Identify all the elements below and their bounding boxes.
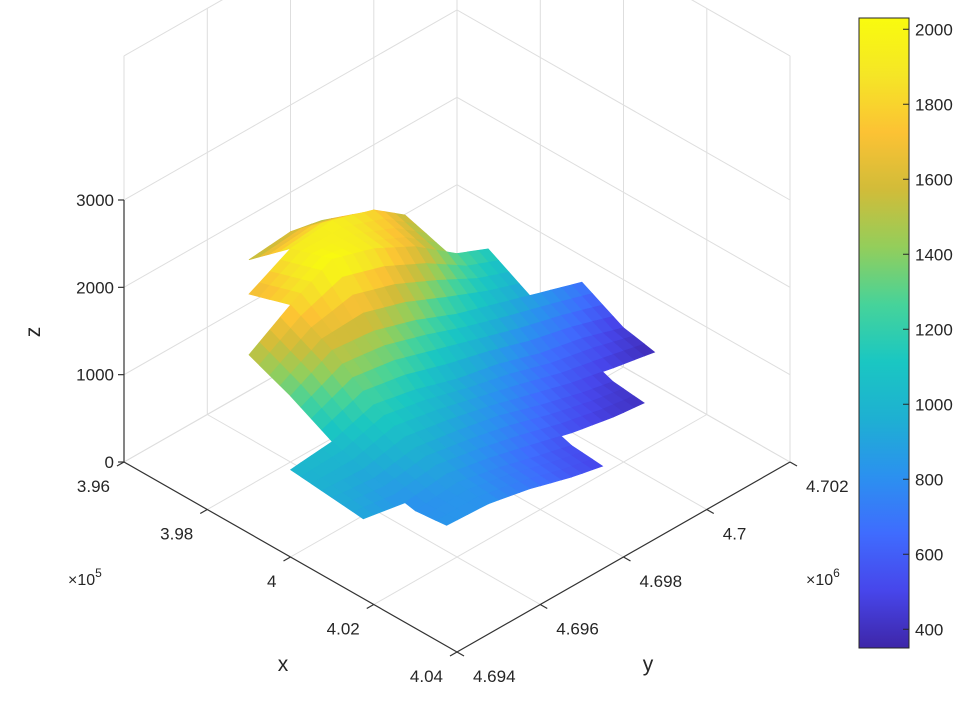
y-tick xyxy=(623,556,631,562)
y-tick xyxy=(789,461,798,467)
grid-line xyxy=(123,96,791,288)
x-tick-label: 3.98 xyxy=(160,525,193,544)
y-axis-label: y xyxy=(643,653,654,676)
y-axis-multiplier: ×106 xyxy=(806,566,840,589)
axes-lines xyxy=(116,199,798,657)
colorbar-tick-label: 2000 xyxy=(915,20,953,39)
colorbar-tick-label: 1600 xyxy=(915,170,953,189)
x-tick-label: 4.04 xyxy=(410,667,443,686)
colorbar-tick-label: 600 xyxy=(915,545,943,564)
colorbar-tick-label: 1200 xyxy=(915,320,953,339)
x-tick-label: 4 xyxy=(267,572,276,591)
grid-line xyxy=(123,184,791,376)
y-tick xyxy=(706,508,715,515)
colorbar-ticks: 400 600 800 1000 1200 1400 1600 1800 2000 xyxy=(903,20,953,639)
x-tick xyxy=(199,508,208,515)
x-tick xyxy=(366,603,375,610)
x-axis-label: x xyxy=(278,653,289,676)
y-tick-label: 4.696 xyxy=(556,620,599,639)
surface-face xyxy=(435,514,458,526)
z-axis-label: z xyxy=(22,327,45,338)
z-tick-label: 2000 xyxy=(76,278,114,297)
colorbar-tick-label: 1000 xyxy=(915,395,953,414)
x-axis-multiplier: ×105 xyxy=(68,566,102,589)
y-tick-label: 4.7 xyxy=(723,525,747,544)
surface-face xyxy=(352,507,375,520)
z-tick-label: 0 xyxy=(105,453,114,472)
y-tick-label: 4.698 xyxy=(640,572,683,591)
colorbar-tick-label: 400 xyxy=(915,620,943,639)
tick-labels: 3.96 3.98 4 4.02 4.04 4.694 4.696 4.698 4.7 4.702… xyxy=(76,191,848,686)
x-tick xyxy=(449,651,458,657)
y-tick-label: 4.702 xyxy=(806,477,849,496)
x-tick-label: 3.96 xyxy=(77,477,110,496)
z-tick-label: 3000 xyxy=(76,191,114,210)
colorbar-tick-label: 1800 xyxy=(915,95,953,114)
colorbar: 400 600 800 1000 1200 1400 1600 1800 2000 xyxy=(858,17,953,649)
x-tick-label: 4.02 xyxy=(327,620,360,639)
colorbar-tick-label: 800 xyxy=(915,470,943,489)
colorbar-tick-label: 1400 xyxy=(915,245,953,264)
colorbar-gradient xyxy=(858,17,910,649)
y-tick xyxy=(539,603,548,610)
x-tick xyxy=(283,556,291,562)
grid-line xyxy=(123,9,791,201)
z-tick-label: 1000 xyxy=(76,366,114,385)
y-tick xyxy=(456,651,465,657)
x-tick xyxy=(116,461,125,467)
surface-mesh xyxy=(248,209,656,526)
y-tick-label: 4.694 xyxy=(473,667,516,686)
